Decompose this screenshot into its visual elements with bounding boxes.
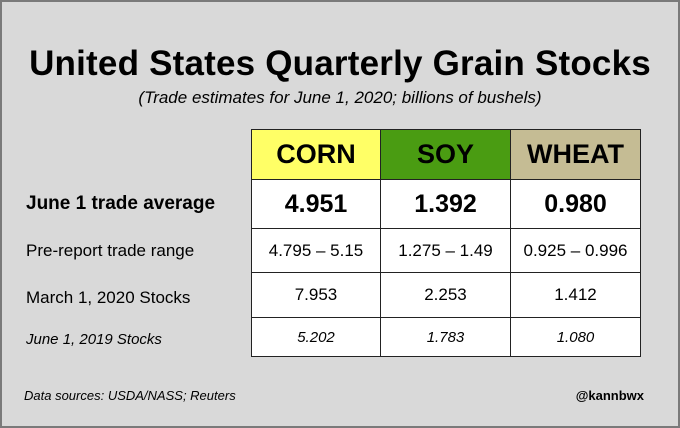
cell-march-2020-soy: 2.253 (380, 272, 511, 318)
cell-trade-average-wheat: 0.980 (510, 179, 641, 229)
table-row: 4.795 – 5.15 1.275 – 1.49 0.925 – 0.996 (251, 228, 641, 273)
stocks-table: CORN SOY WHEAT 4.951 1.392 0.980 4.795 –… (251, 129, 641, 357)
data-source-note: Data sources: USDA/NASS; Reuters (24, 388, 236, 403)
table-row: 5.202 1.783 1.080 (251, 317, 641, 357)
cell-june-2019-corn: 5.202 (251, 317, 381, 357)
cell-trade-range-soy: 1.275 – 1.49 (380, 228, 511, 273)
table-row: 4.951 1.392 0.980 (251, 179, 641, 229)
cell-trade-range-corn: 4.795 – 5.15 (251, 228, 381, 273)
column-header-corn: CORN (251, 129, 381, 180)
author-handle: @kannbwx (575, 388, 644, 403)
cell-june-2019-wheat: 1.080 (510, 317, 641, 357)
cell-june-2019-soy: 1.783 (380, 317, 511, 357)
cell-march-2020-wheat: 1.412 (510, 272, 641, 318)
row-label-trade-range: Pre-report trade range (26, 241, 195, 260)
row-label-march-2020-stocks: March 1, 2020 Stocks (26, 288, 191, 307)
cell-trade-average-corn: 4.951 (251, 179, 381, 229)
row-label-june-2019-stocks: June 1, 2019 Stocks (26, 331, 162, 348)
header-row: CORN SOY WHEAT (251, 129, 641, 180)
column-header-soy: SOY (380, 129, 511, 180)
cell-march-2020-corn: 7.953 (251, 272, 381, 318)
row-label-trade-average: June 1 trade average (26, 193, 216, 214)
cell-trade-range-wheat: 0.925 – 0.996 (510, 228, 641, 273)
cell-trade-average-soy: 1.392 (380, 179, 511, 229)
chart-subtitle: (Trade estimates for June 1, 2020; billi… (138, 88, 542, 107)
table-row: 7.953 2.253 1.412 (251, 272, 641, 318)
column-header-wheat: WHEAT (510, 129, 641, 180)
chart-title: United States Quarterly Grain Stocks (29, 44, 651, 83)
